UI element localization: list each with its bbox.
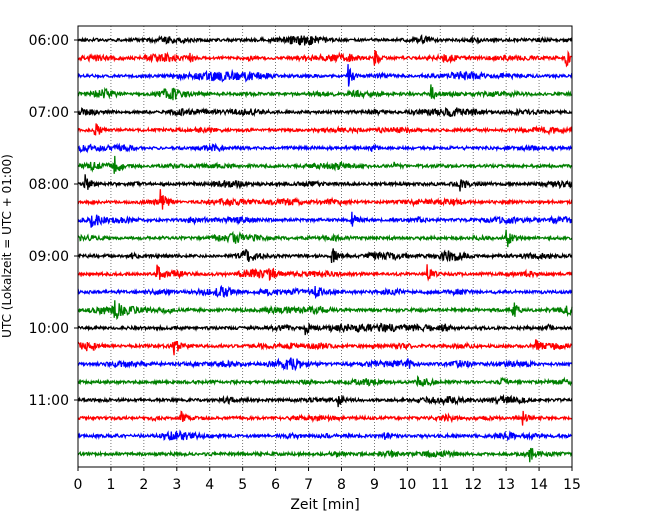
y-tick-label: 08:00 xyxy=(29,177,69,193)
x-tick-label: 5 xyxy=(238,477,247,493)
x-tick-label: 10 xyxy=(398,477,416,493)
x-tick-label: 6 xyxy=(271,477,280,493)
y-tick-label: 07:00 xyxy=(29,105,69,121)
x-axis-label: Zeit [min] xyxy=(290,497,359,513)
seismogram-trace xyxy=(77,393,573,408)
seismogram-trace xyxy=(77,142,573,154)
seismogram-trace xyxy=(77,375,573,388)
x-axis-ticks: 0 1 2 3 4 5 6 7 8 9 10 11 12 13 14 15 xyxy=(74,467,581,493)
x-tick-label: 8 xyxy=(337,477,346,493)
x-tick-label: 1 xyxy=(106,477,115,493)
x-tick-label: 12 xyxy=(464,477,482,493)
seismogram-trace xyxy=(77,155,573,174)
seismogram-trace xyxy=(77,447,573,463)
seismogram-trace xyxy=(77,300,573,321)
seismogram-trace xyxy=(77,84,573,101)
x-tick-label: 11 xyxy=(431,477,449,493)
seismogram-trace xyxy=(77,321,573,336)
seismogram-trace xyxy=(77,248,573,264)
x-tick-label: 7 xyxy=(304,477,313,493)
y-tick-label: 11:00 xyxy=(29,393,69,409)
y-tick-label: 10:00 xyxy=(29,321,69,337)
y-tick-label: 06:00 xyxy=(29,33,69,49)
seismogram-trace xyxy=(77,174,573,192)
seismogram-trace xyxy=(77,33,573,46)
seismogram-trace xyxy=(77,107,573,118)
seismogram-trace xyxy=(77,49,573,68)
seismogram-trace xyxy=(77,264,573,282)
seismogram-trace xyxy=(77,357,573,372)
seismogram-traces xyxy=(77,33,573,463)
x-tick-label: 4 xyxy=(205,477,214,493)
seismogram-trace xyxy=(77,189,573,210)
seismogram-trace xyxy=(77,284,573,300)
x-tick-label: 15 xyxy=(563,477,581,493)
seismogram-trace xyxy=(77,211,573,228)
x-tick-label: 9 xyxy=(370,477,379,493)
seismogram-trace xyxy=(77,410,573,426)
y-tick-label: 09:00 xyxy=(29,249,69,265)
x-tick-label: 0 xyxy=(74,477,83,493)
y-axis-label: UTC (Lokalzeit = UTC + 01:00) xyxy=(0,154,14,338)
plot-frame xyxy=(77,25,573,468)
seismogram-trace xyxy=(77,339,573,356)
seismogram-trace xyxy=(77,429,573,442)
y-axis-ticks: 06:00 07:00 08:00 09:00 10:00 11:00 xyxy=(29,33,78,409)
x-tick-label: 14 xyxy=(530,477,548,493)
seismogram-trace xyxy=(77,64,573,87)
x-tick-label: 2 xyxy=(139,477,148,493)
x-tick-label: 13 xyxy=(497,477,515,493)
seismogram-trace xyxy=(77,229,573,248)
seismogram-trace xyxy=(77,123,573,136)
x-tick-label: 3 xyxy=(172,477,181,493)
